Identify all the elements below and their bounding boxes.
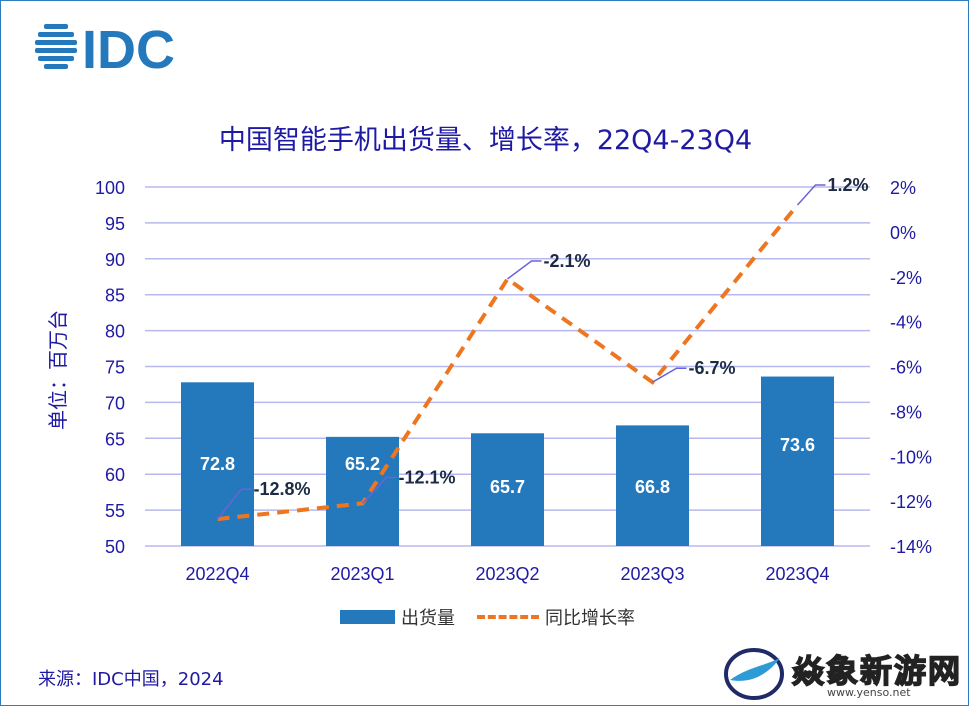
line-value-label: -6.7% [689, 358, 736, 378]
bar-2023Q1 [326, 436, 399, 546]
growth-rate-line [217, 203, 800, 522]
y-tick-right: -2% [890, 268, 922, 288]
y-tick-left: 60 [105, 465, 125, 485]
bar-2023Q2 [471, 433, 544, 546]
y-tick-left: 90 [105, 250, 125, 270]
line-value-label: -12.1% [399, 467, 456, 487]
leader-line [361, 476, 397, 504]
chart-title: 中国智能手机出货量、增长率，22Q4-23Q4 [218, 125, 753, 156]
logo-text: IDC [82, 20, 175, 74]
watermark-url: www.yenso.net [827, 686, 911, 699]
y-tick-left: 55 [105, 501, 125, 521]
legend-line-label: 同比增长率 [545, 608, 635, 629]
leader-line [507, 260, 542, 280]
x-tick-label: 2023Q1 [330, 564, 394, 584]
y-tick-left: 95 [105, 214, 125, 234]
y-tick-left: 75 [105, 358, 125, 378]
watermark-text: 焱象新游网 [791, 651, 963, 691]
watermark: 焱象新游网 www.yenso.net [722, 644, 962, 704]
globe-icon [35, 24, 77, 69]
legend-bar-swatch [340, 610, 395, 624]
idc-logo: IDC [35, 20, 175, 74]
y-tick-right: -8% [890, 402, 922, 422]
x-tick-label: 2023Q3 [620, 564, 684, 584]
leader-line [652, 367, 687, 383]
y-tick-left: 80 [105, 322, 125, 342]
bar-value-label: 66.8 [635, 477, 670, 497]
y-tick-left: 100 [95, 178, 125, 198]
leader-line [796, 184, 826, 206]
bar-value-label: 65.2 [345, 454, 380, 474]
legend-line-swatch [477, 615, 539, 619]
y-tick-right: 0% [890, 223, 916, 243]
bar-value-label: 65.7 [490, 477, 525, 497]
line-value-label: -12.8% [254, 479, 311, 499]
legend: 出货量 同比增长率 [340, 604, 635, 630]
y-tick-left: 70 [105, 393, 125, 413]
y-tick-right: -12% [890, 492, 932, 512]
y-tick-right: 2% [890, 178, 916, 198]
y-tick-left: 65 [105, 429, 125, 449]
watermark-logo-icon [724, 648, 784, 700]
y-tick-right: -6% [890, 358, 922, 378]
y-tick-left: 50 [105, 537, 125, 557]
legend-bar-label: 出货量 [401, 608, 455, 629]
plot-area: 100 95 90 85 80 75 70 65 60 55 50 2% 0% -2% -4% -6% -8% -… [95, 175, 932, 584]
x-tick-label: 2023Q2 [475, 564, 539, 584]
y-tick-left: 85 [105, 286, 125, 306]
x-tick-label: 2023Q4 [765, 564, 829, 584]
line-value-label: -2.1% [544, 251, 591, 271]
bar-2023Q4 [761, 376, 834, 546]
y-tick-right: -4% [890, 313, 922, 333]
source-note: 来源：IDC中国，2024 [38, 669, 224, 690]
bar-value-label: 73.6 [780, 435, 815, 455]
y-tick-right: -10% [890, 447, 932, 467]
x-tick-label: 2022Q4 [185, 564, 249, 584]
y-tick-right: -14% [890, 537, 932, 557]
bar-2023Q3 [616, 425, 689, 546]
bar-value-label: 72.8 [200, 454, 235, 474]
line-value-label: 1.2% [828, 175, 869, 195]
leader-line [216, 488, 252, 520]
